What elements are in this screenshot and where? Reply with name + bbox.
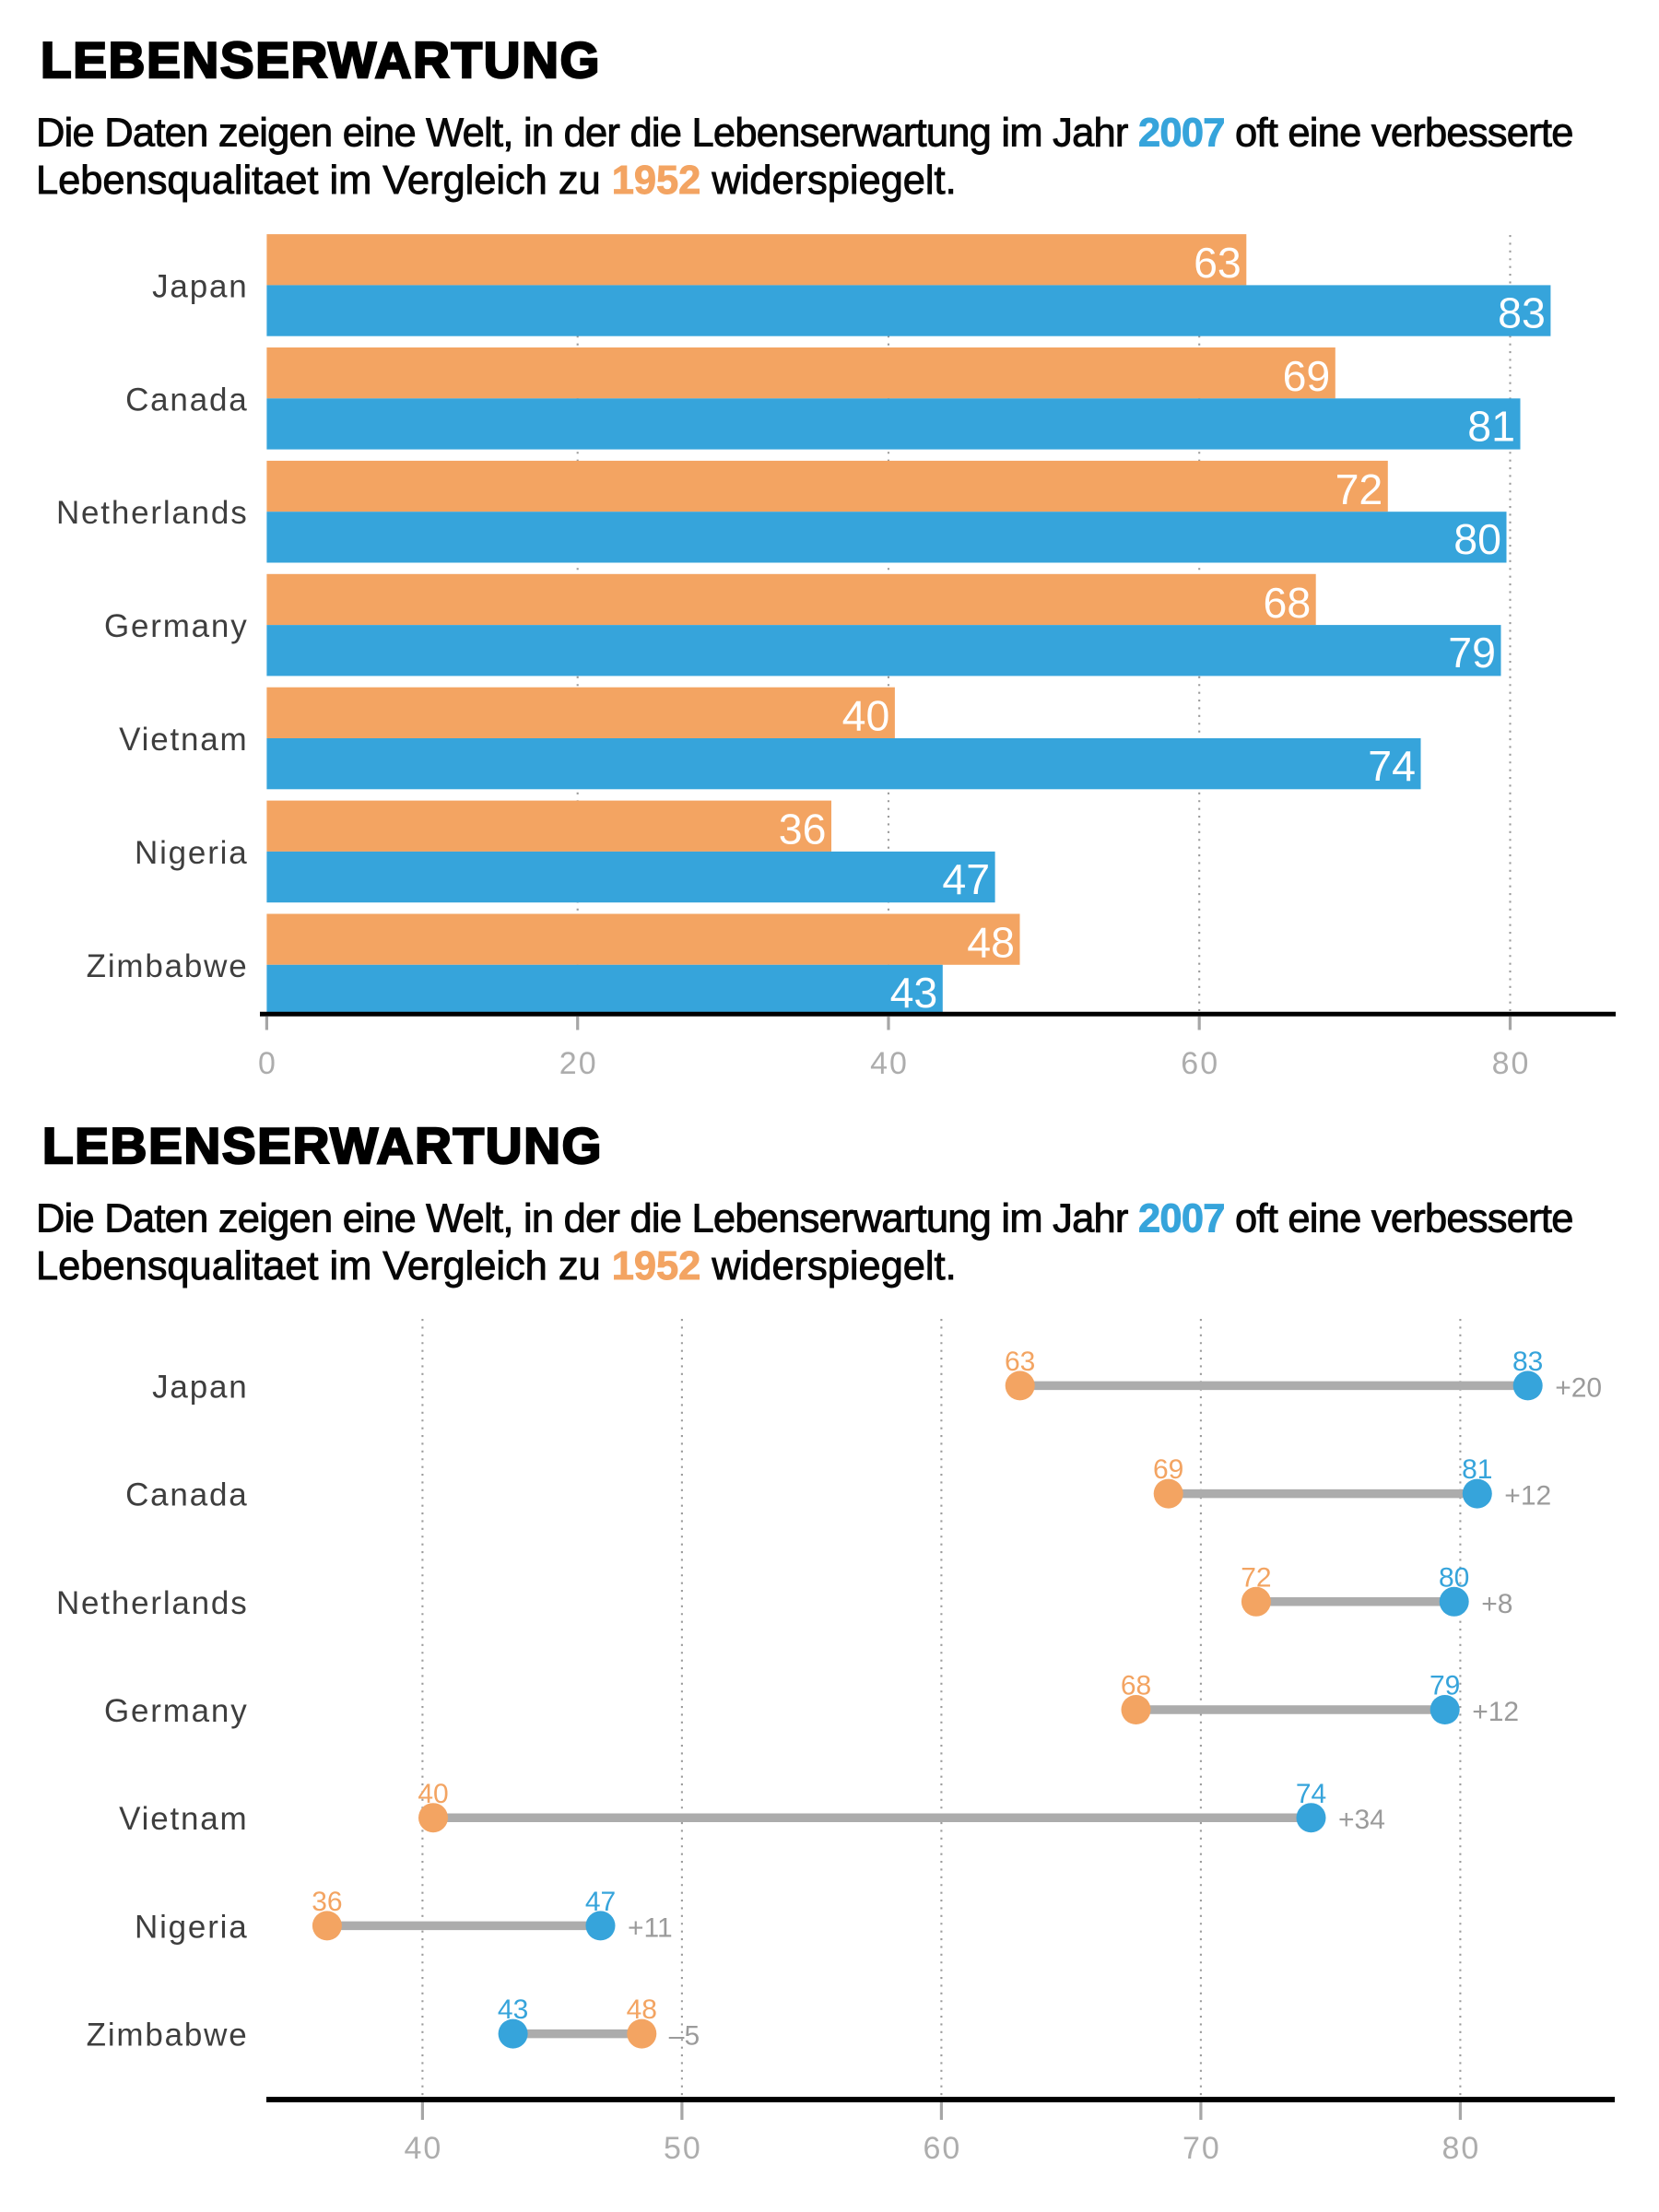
svg-text:68: 68 — [1263, 579, 1311, 627]
svg-text:83: 83 — [1498, 288, 1546, 336]
svg-text:Canada: Canada — [125, 1477, 248, 1513]
svg-text:79: 79 — [1430, 1671, 1460, 1701]
svg-text:Vietnam: Vietnam — [119, 1801, 248, 1837]
svg-text:79: 79 — [1448, 629, 1496, 677]
svg-text:Nigeria: Nigeria — [135, 1909, 248, 1945]
svg-text:Zimbabwe: Zimbabwe — [87, 2018, 249, 2053]
svg-text:Nigeria: Nigeria — [135, 835, 248, 871]
svg-text:Germany: Germany — [104, 608, 249, 644]
svg-text:40: 40 — [404, 2131, 442, 2166]
svg-text:+12: +12 — [1472, 1697, 1519, 1727]
svg-text:Lebensqualitaet im Vergleich z: Lebensqualitaet im Vergleich zu 1952 wid… — [36, 1244, 957, 1288]
svg-text:40: 40 — [842, 692, 890, 740]
svg-text:43: 43 — [890, 969, 938, 1017]
svg-text:Japan: Japan — [152, 1369, 248, 1405]
svg-text:Netherlands: Netherlands — [56, 495, 249, 531]
svg-text:74: 74 — [1368, 742, 1416, 790]
svg-text:68: 68 — [1121, 1671, 1151, 1701]
svg-text:47: 47 — [942, 855, 990, 903]
svg-text:70: 70 — [1182, 2131, 1221, 2166]
svg-text:81: 81 — [1467, 402, 1515, 450]
svg-text:Japan: Japan — [152, 268, 248, 304]
svg-text:74: 74 — [1296, 1779, 1326, 1809]
svg-text:80: 80 — [1441, 2131, 1480, 2166]
svg-text:+34: +34 — [1338, 1805, 1385, 1835]
svg-text:43: 43 — [498, 1994, 528, 2025]
svg-text:83: 83 — [1512, 1347, 1543, 1377]
svg-text:63: 63 — [1194, 239, 1241, 287]
svg-text:20: 20 — [559, 1046, 598, 1081]
svg-text:0: 0 — [258, 1046, 277, 1081]
svg-text:+20: +20 — [1555, 1372, 1602, 1403]
svg-text:80: 80 — [1439, 1562, 1469, 1593]
svg-text:+12: +12 — [1504, 1481, 1551, 1512]
svg-text:60: 60 — [1181, 1046, 1219, 1081]
svg-text:80: 80 — [1492, 1046, 1531, 1081]
svg-text:40: 40 — [870, 1046, 909, 1081]
svg-text:Zimbabwe: Zimbabwe — [87, 948, 249, 984]
svg-text:LEBENSERWARTUNG: LEBENSERWARTUNG — [41, 31, 601, 88]
svg-text:–5: –5 — [669, 2021, 700, 2052]
svg-text:80: 80 — [1453, 515, 1501, 563]
svg-text:Die Daten zeigen eine Welt, in: Die Daten zeigen eine Welt, in der die L… — [36, 1197, 1573, 1241]
svg-text:69: 69 — [1153, 1454, 1183, 1485]
svg-text:Canada: Canada — [125, 382, 248, 418]
svg-text:Die Daten zeigen eine Welt, in: Die Daten zeigen eine Welt, in der die L… — [36, 112, 1573, 156]
svg-text:+11: +11 — [628, 1912, 673, 1943]
svg-text:Germany: Germany — [104, 1693, 249, 1729]
svg-text:69: 69 — [1283, 352, 1331, 400]
svg-text:LEBENSERWARTUNG: LEBENSERWARTUNG — [42, 1117, 603, 1174]
svg-text:81: 81 — [1462, 1454, 1492, 1485]
svg-text:40: 40 — [418, 1779, 448, 1809]
svg-text:72: 72 — [1335, 465, 1383, 513]
svg-text:48: 48 — [627, 1994, 657, 2025]
svg-text:48: 48 — [967, 919, 1015, 967]
svg-text:72: 72 — [1241, 1562, 1271, 1593]
svg-text:36: 36 — [779, 806, 827, 853]
svg-text:Vietnam: Vietnam — [119, 722, 248, 758]
svg-text:50: 50 — [664, 2131, 702, 2166]
svg-text:60: 60 — [923, 2131, 961, 2166]
svg-text:+8: +8 — [1481, 1589, 1512, 1619]
svg-text:36: 36 — [312, 1887, 342, 1917]
svg-text:47: 47 — [585, 1887, 616, 1917]
svg-text:63: 63 — [1005, 1347, 1035, 1377]
svg-text:Lebensqualitaet im Vergleich z: Lebensqualitaet im Vergleich zu 1952 wid… — [36, 159, 957, 203]
svg-text:Netherlands: Netherlands — [56, 1585, 249, 1621]
